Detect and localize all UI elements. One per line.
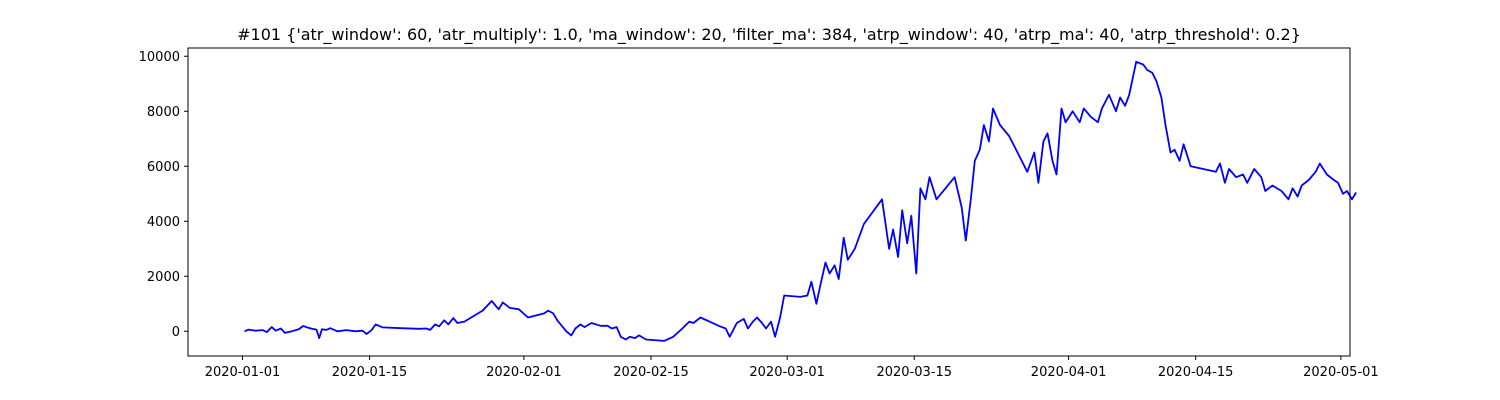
x-tick-label-1: 2020-01-01 [205, 365, 281, 380]
x-tick-label-5: 2020-03-01 [749, 365, 825, 380]
x-tick-label-9: 2020-05-01 [1303, 365, 1379, 380]
y-tick-label-2: 2000 [147, 270, 180, 285]
x-tick-label-4: 2020-02-15 [613, 365, 689, 380]
y-tick-label-1: 0 [172, 325, 180, 340]
series-line-1 [244, 60, 1357, 342]
y-tick-label-3: 4000 [147, 215, 180, 230]
plot-area: 2020-01-01 2020-01-15 2020-02-01 2020-02-15… [139, 47, 1379, 380]
x-tick-label-7: 2020-04-01 [1031, 365, 1107, 380]
x-tick-label-8: 2020-04-15 [1158, 365, 1234, 380]
y-tick-label-5: 8000 [147, 105, 180, 120]
x-tick-label-3: 2020-02-01 [486, 365, 562, 380]
chart-title: #101 {'atr_window': 60, 'atr_multiply': … [237, 25, 1301, 45]
x-tick-label-6: 2020-03-15 [876, 365, 952, 380]
y-tick-label-4: 6000 [147, 160, 180, 175]
x-tick-label-2: 2020-01-15 [332, 365, 408, 380]
axes-frame [187, 47, 1351, 357]
y-tick-label-6: 10000 [139, 50, 180, 65]
